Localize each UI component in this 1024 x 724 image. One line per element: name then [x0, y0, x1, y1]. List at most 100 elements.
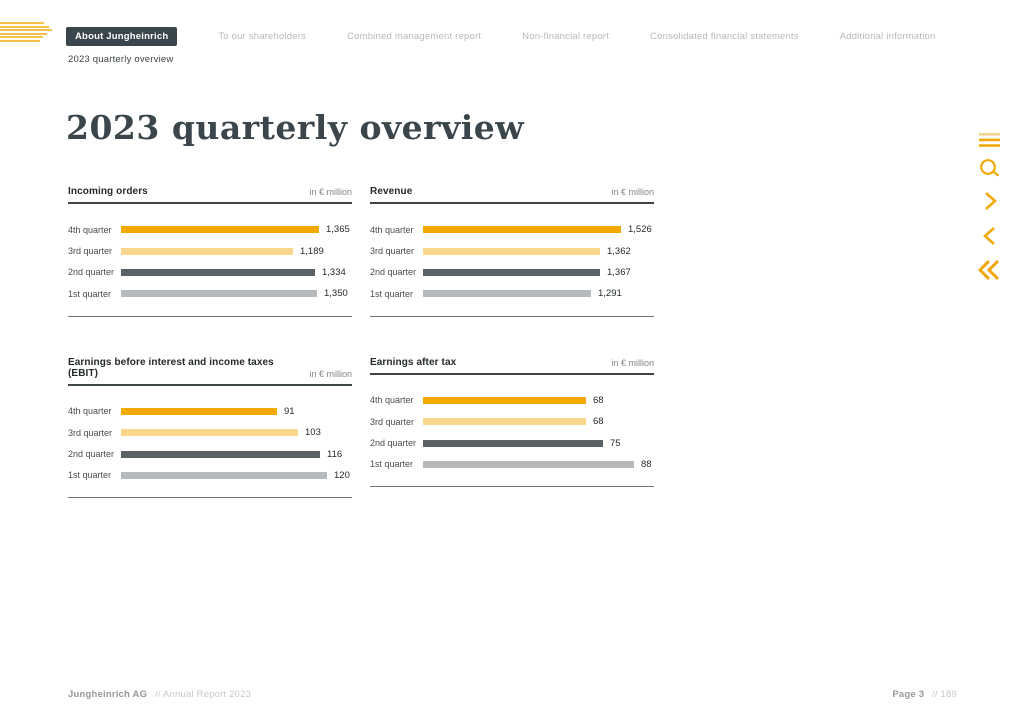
chart-row: 1st quarter 88 — [370, 454, 654, 475]
search-icon[interactable] — [978, 158, 1002, 180]
chart-title: Earnings after tax — [370, 356, 457, 368]
quarter-label: 3rd quarter — [370, 246, 415, 257]
chart-ebit: Earnings before interest and income taxe… — [68, 357, 352, 499]
menu-icon[interactable] — [978, 131, 1002, 153]
footer-left: Jungheinrich AG // Annual Report 2023 — [68, 689, 251, 700]
chart-unit: in € million — [611, 187, 654, 197]
bar-2nd-quarter — [121, 450, 320, 458]
chart-rows: 4th quarter 68 3rd quarter 68 2nd quarter 75 1… — [370, 375, 654, 476]
chart-row: 2nd quarter 1,334 — [68, 262, 352, 283]
bar-value: 68 — [593, 416, 604, 428]
bar-3rd-quarter — [423, 418, 586, 426]
bar-track: 120 — [121, 470, 352, 481]
nav-tab-consolidated-financial-statements[interactable]: Consolidated financial statements — [650, 31, 799, 42]
nav-tab-combined-management-report[interactable]: Combined management report — [347, 31, 482, 42]
chart-header: Earnings after tax in € million — [370, 357, 654, 375]
chart-row: 1st quarter 1,350 — [68, 283, 352, 304]
bar-track: 1,367 — [423, 267, 654, 278]
quarter-label: 1st quarter — [370, 288, 414, 299]
bar-1st-quarter — [423, 290, 591, 298]
chart-bottom-rule — [370, 315, 654, 317]
bar-value: 68 — [593, 394, 604, 406]
breadcrumb-quarterly-overview[interactable]: 2023 quarterly overview — [68, 54, 174, 65]
bar-track: 75 — [423, 438, 654, 449]
chevron-right-icon[interactable] — [978, 191, 1002, 213]
chart-rows: 4th quarter 1,526 3rd quarter 1,362 2nd quar… — [370, 204, 654, 305]
charts-grid: Incoming orders in € million 4th quarter… — [68, 186, 654, 499]
top-nav: About Jungheinrich To our shareholders Com… — [66, 27, 935, 46]
bar-track: 116 — [121, 449, 352, 460]
bar-3rd-quarter — [121, 429, 298, 437]
bar-track: 1,189 — [121, 246, 352, 257]
nav-tab-additional-information[interactable]: Additional information — [839, 31, 936, 42]
bar-track: 1,365 — [121, 224, 352, 235]
quarter-label: 4th quarter — [68, 406, 112, 417]
bar-2nd-quarter — [423, 268, 600, 276]
chart-row: 4th quarter 1,526 — [370, 219, 654, 240]
chart-unit: in € million — [309, 368, 352, 379]
bar-track: 1,526 — [423, 224, 654, 235]
chart-header: Revenue in € million — [370, 186, 654, 204]
page-title: 2023 quarterly overview — [66, 108, 525, 147]
chart-row: 2nd quarter 75 — [370, 432, 654, 453]
bar-value: 1,365 — [326, 224, 350, 236]
chart-rows: 4th quarter 1,365 3rd quarter 1,189 2nd quar… — [68, 204, 352, 305]
chart-row: 4th quarter 91 — [68, 401, 352, 422]
chart-bottom-rule — [68, 497, 352, 499]
bar-3rd-quarter — [423, 247, 600, 255]
chart-title: Earnings before interest and income taxe… — [68, 356, 274, 379]
quarter-label: 1st quarter — [68, 288, 112, 299]
nav-tab-non-financial-report[interactable]: Non-financial report — [522, 31, 610, 42]
bar-track: 68 — [423, 395, 654, 406]
chart-row: 2nd quarter 116 — [68, 443, 352, 464]
double-chevron-left-icon[interactable] — [977, 259, 1002, 281]
bar-value: 91 — [284, 405, 295, 417]
chart-rows: 4th quarter 91 3rd quarter 103 2nd quarter 11… — [68, 386, 352, 487]
chart-unit: in € million — [611, 357, 654, 368]
quarter-label: 1st quarter — [370, 459, 414, 470]
bar-track: 1,350 — [121, 288, 352, 299]
chart-row: 4th quarter 68 — [370, 390, 654, 411]
bar-value: 1,362 — [607, 245, 631, 257]
bar-value: 103 — [305, 427, 321, 439]
chart-row: 4th quarter 1,365 — [68, 219, 352, 240]
bar-value: 75 — [610, 437, 621, 449]
bar-1st-quarter — [423, 460, 634, 468]
quarter-label: 2nd quarter — [370, 438, 417, 449]
chart-header: Incoming orders in € million — [68, 186, 352, 204]
bar-track: 68 — [423, 416, 654, 427]
chart-row: 1st quarter 120 — [68, 465, 352, 486]
bar-track: 1,362 — [423, 246, 654, 257]
bar-value: 88 — [641, 458, 652, 470]
chart-revenue: Revenue in € million 4th quarter 1,526 3rd… — [370, 186, 654, 317]
chart-title: Incoming orders — [68, 186, 148, 197]
bar-4th-quarter — [423, 396, 586, 404]
footer-right: Page 3 // 189 — [892, 689, 957, 700]
bar-4th-quarter — [121, 407, 277, 415]
footer-page-number: Page 3 — [892, 689, 925, 700]
chart-incoming-orders: Incoming orders in € million 4th quarter… — [68, 186, 352, 317]
page-footer: Jungheinrich AG // Annual Report 2023 Pa… — [68, 689, 957, 700]
quarter-label: 4th quarter — [370, 224, 414, 235]
nav-tab-about-jungheinrich[interactable]: About Jungheinrich — [66, 27, 178, 46]
chart-row: 2nd quarter 1,367 — [370, 262, 654, 283]
bar-value: 1,189 — [300, 245, 324, 257]
quarter-label: 2nd quarter — [68, 449, 115, 460]
chart-header: Earnings before interest and income taxe… — [68, 357, 352, 386]
chart-bottom-rule — [68, 315, 352, 317]
chart-row: 3rd quarter 1,362 — [370, 240, 654, 261]
bar-value: 1,526 — [628, 224, 652, 236]
nav-tab-to-our-shareholders[interactable]: To our shareholders — [218, 31, 307, 42]
bar-1st-quarter — [121, 290, 317, 298]
quarter-label: 2nd quarter — [370, 267, 417, 278]
chart-earnings-after-tax: Earnings after tax in € million 4th quar… — [370, 357, 654, 499]
chevron-left-icon[interactable] — [978, 226, 1002, 248]
quarter-label: 2nd quarter — [68, 267, 115, 278]
quarter-label: 4th quarter — [370, 395, 414, 406]
bar-track: 1,291 — [423, 288, 654, 299]
chart-title: Revenue — [370, 186, 413, 197]
quarter-label: 3rd quarter — [68, 427, 113, 438]
bar-value: 1,334 — [322, 266, 346, 278]
chart-bottom-rule — [370, 486, 654, 488]
